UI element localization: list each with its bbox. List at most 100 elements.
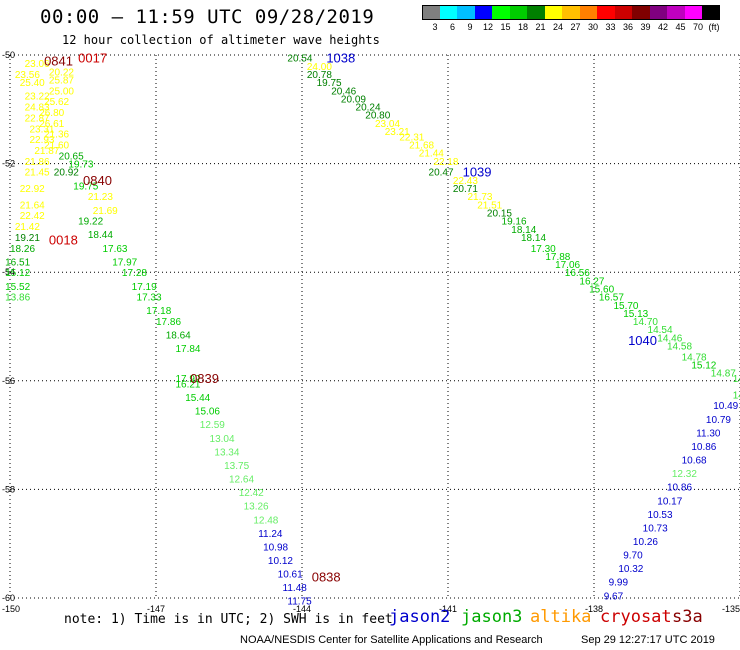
wave-height-value: 17.92 [175, 374, 200, 385]
wave-height-value: 19.16 [502, 217, 527, 228]
wave-height-value: 13.34 [214, 447, 239, 458]
wave-height-value: 21.69 [93, 206, 118, 217]
wave-height-value: 21.51 [477, 200, 502, 211]
wave-height-value: 17.33 [137, 293, 162, 304]
wave-height-value: 19.21 [15, 233, 40, 244]
wave-height-value: 22.43 [453, 176, 478, 187]
wave-height-value: 15.44 [185, 393, 210, 404]
color-scale-label: 21 [535, 22, 546, 32]
pass-time-label: 1038 [326, 51, 355, 66]
color-swatch [509, 5, 527, 20]
lat-tick-label: -60 [2, 593, 15, 603]
lat-tick-label: -58 [2, 484, 15, 494]
legend-entry-cryosat: cryosat [600, 607, 672, 627]
wave-height-value: 16.56 [565, 268, 590, 279]
wave-height-value: 17.06 [555, 260, 580, 271]
wave-height-value: 18.26 [10, 244, 35, 255]
wave-height-value: 18.64 [166, 331, 191, 342]
wave-height-value: 11.75 [287, 597, 312, 608]
wave-height-value: 15.12 [5, 268, 30, 279]
wave-height-value: 9.99 [609, 578, 629, 589]
wave-height-value: 14.78 [682, 352, 707, 363]
wave-height-value: 20.15 [487, 208, 512, 219]
wave-height-value: 10.98 [263, 542, 288, 553]
wave-height-value: 13.86 [5, 293, 30, 304]
wave-height-value: 10.17 [657, 496, 682, 507]
map-subtitle: 12 hour collection of altimeter wave hei… [62, 33, 380, 47]
wave-height-value: 23.56 [15, 70, 40, 81]
generated-timestamp: Sep 29 12:27:17 UTC 2019 [581, 634, 715, 646]
wave-height-value: 10.32 [618, 564, 643, 575]
wave-height-value: 9.67 [604, 591, 624, 602]
pass-time-label: 0838 [312, 569, 341, 584]
wave-height-value: 10.79 [706, 415, 731, 426]
wave-height-value: 18.44 [88, 230, 113, 241]
lon-tick-label: -138 [585, 604, 603, 614]
lat-tick-label: -50 [2, 50, 15, 60]
wave-height-value: 16.21 [175, 380, 200, 391]
color-swatch [614, 5, 632, 20]
color-swatch [562, 5, 580, 20]
wave-height-value: 23.04 [375, 119, 400, 130]
color-scale-border [422, 5, 720, 20]
footer-note: note: 1) Time is in UTC; 2) SWH is in fe… [64, 612, 393, 627]
color-scale-label: 18 [518, 22, 529, 32]
wave-height-value: 20.92 [54, 168, 79, 179]
wave-height-value: 19.75 [73, 181, 98, 192]
lon-tick-label: -147 [147, 604, 165, 614]
legend-entry-jason2: jason2 [389, 607, 451, 627]
wave-height-value: 10.73 [643, 523, 668, 534]
pass-time-label: 0017 [78, 51, 107, 66]
wave-height-value: 10.53 [648, 510, 673, 521]
color-scale-label: 42 [658, 22, 669, 32]
wave-height-value: 11.24 [258, 529, 283, 540]
wave-height-value: 20.46 [331, 86, 356, 97]
wave-height-value: 16.27 [579, 276, 604, 287]
color-swatch [632, 5, 650, 20]
wave-height-value: 21.36 [44, 130, 69, 141]
wave-height-value: 20.09 [341, 94, 366, 105]
color-swatch [597, 5, 615, 20]
wave-height-value: 15.52 [5, 282, 30, 293]
wave-height-value: 17.28 [122, 268, 147, 279]
color-scale-label: 9 [467, 22, 473, 32]
wave-height-value: 26.61 [39, 119, 64, 130]
wave-height-value: 23.22 [25, 92, 50, 103]
wave-height-value: 20.22 [49, 67, 74, 78]
wave-height-value: 15.12 [691, 361, 716, 372]
pass-time-label: 0840 [83, 173, 112, 188]
wave-height-value: 19.75 [317, 78, 342, 89]
color-scale-label: 6 [450, 22, 456, 32]
wave-height-value: 14.54 [648, 325, 673, 336]
wave-height-value: 21.68 [409, 141, 434, 152]
map-title: 00:00 – 11:59 UTC 09/28/2019 [40, 6, 375, 28]
wave-height-value: 20.24 [356, 103, 381, 114]
wave-height-value: 17.19 [132, 282, 157, 293]
wave-height-value: 15.60 [589, 284, 614, 295]
wave-height-value: 25.40 [20, 78, 45, 89]
wave-height-value: 21.86 [25, 157, 50, 168]
wave-height-value: 20.80 [365, 111, 390, 122]
color-swatch [702, 5, 720, 20]
color-scale-label: 36 [623, 22, 634, 32]
color-swatch [457, 5, 475, 20]
wave-height-value: 9.70 [623, 551, 643, 562]
wave-height-value: 21.23 [88, 192, 113, 203]
color-swatch [492, 5, 510, 20]
wave-height-value: 17.88 [545, 252, 570, 263]
wave-height-value: 12.59 [200, 420, 225, 431]
color-swatch [684, 5, 702, 20]
wave-height-value: 10.61 [278, 570, 303, 581]
wave-height-value: 19.22 [78, 217, 103, 228]
color-swatch [667, 5, 685, 20]
color-scale-label: 33 [605, 22, 616, 32]
wave-height-value: 25.87 [49, 75, 74, 86]
legend-entry-jason3: jason3 [461, 607, 523, 627]
wave-height-value: 15.06 [195, 407, 220, 418]
wave-height-value: 25.62 [44, 97, 69, 108]
wave-height-value: 20.78 [307, 70, 332, 81]
wave-height-value: 19.73 [68, 160, 93, 171]
wave-height-value: 21.42 [15, 222, 40, 233]
lon-tick-label: -135 [722, 604, 740, 614]
wave-height-value: 17.84 [175, 344, 200, 355]
